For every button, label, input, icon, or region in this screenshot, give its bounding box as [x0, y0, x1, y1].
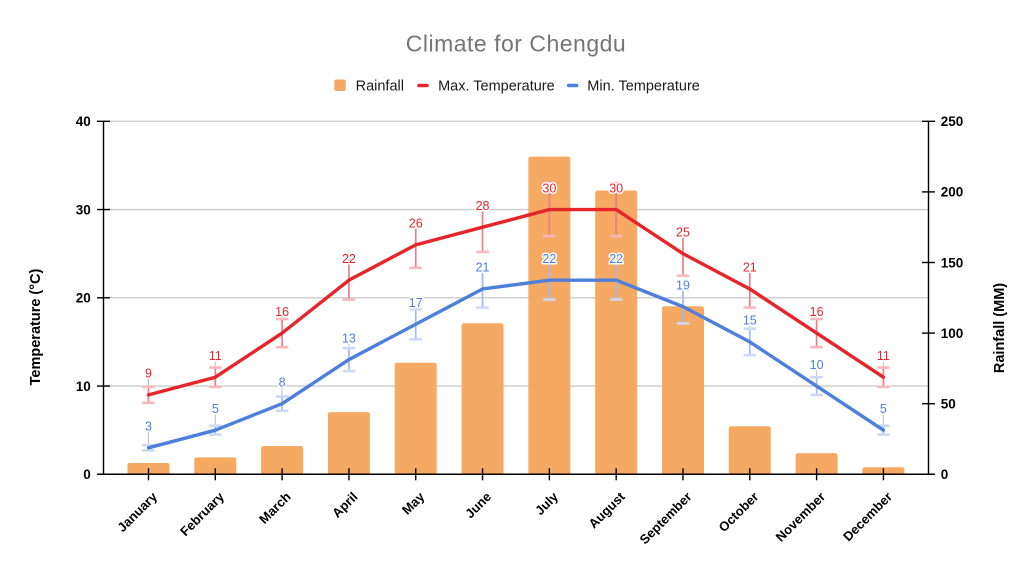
svg-text:Rainfall (MM): Rainfall (MM) — [992, 283, 1008, 373]
svg-text:0: 0 — [83, 467, 91, 482]
svg-text:10: 10 — [76, 379, 91, 394]
svg-text:9: 9 — [145, 367, 152, 381]
svg-text:21: 21 — [743, 261, 757, 275]
svg-text:11: 11 — [877, 349, 890, 363]
svg-text:22: 22 — [542, 252, 556, 266]
svg-text:Temperature (°C): Temperature (°C) — [28, 268, 44, 385]
svg-text:10: 10 — [810, 358, 824, 372]
svg-text:11: 11 — [209, 349, 222, 363]
svg-text:5: 5 — [212, 402, 219, 416]
svg-text:3: 3 — [145, 420, 152, 434]
svg-text:20: 20 — [76, 291, 91, 306]
svg-text:Min. Temperature: Min. Temperature — [587, 78, 700, 94]
svg-text:Max. Temperature: Max. Temperature — [438, 78, 555, 94]
svg-text:25: 25 — [676, 225, 690, 239]
svg-text:22: 22 — [342, 252, 356, 266]
svg-text:Rainfall: Rainfall — [356, 78, 404, 94]
svg-text:50: 50 — [941, 397, 956, 412]
svg-text:16: 16 — [275, 305, 289, 319]
svg-text:30: 30 — [76, 202, 91, 217]
svg-text:19: 19 — [676, 278, 690, 292]
svg-text:150: 150 — [941, 255, 964, 270]
svg-text:8: 8 — [279, 375, 286, 389]
svg-text:0: 0 — [941, 467, 949, 482]
svg-text:15: 15 — [743, 314, 757, 328]
svg-text:16: 16 — [810, 305, 824, 319]
svg-text:200: 200 — [941, 185, 964, 200]
svg-text:28: 28 — [476, 199, 490, 213]
svg-text:Climate for Chengdu: Climate for Chengdu — [406, 31, 626, 57]
svg-text:30: 30 — [542, 181, 556, 195]
svg-text:30: 30 — [609, 181, 623, 195]
svg-text:100: 100 — [941, 326, 964, 341]
svg-text:5: 5 — [880, 402, 887, 416]
svg-text:17: 17 — [409, 296, 423, 310]
svg-text:40: 40 — [76, 114, 91, 129]
svg-text:22: 22 — [609, 252, 623, 266]
svg-text:13: 13 — [342, 331, 356, 345]
svg-text:21: 21 — [476, 261, 490, 275]
svg-text:26: 26 — [409, 217, 423, 231]
svg-text:250: 250 — [941, 114, 964, 129]
